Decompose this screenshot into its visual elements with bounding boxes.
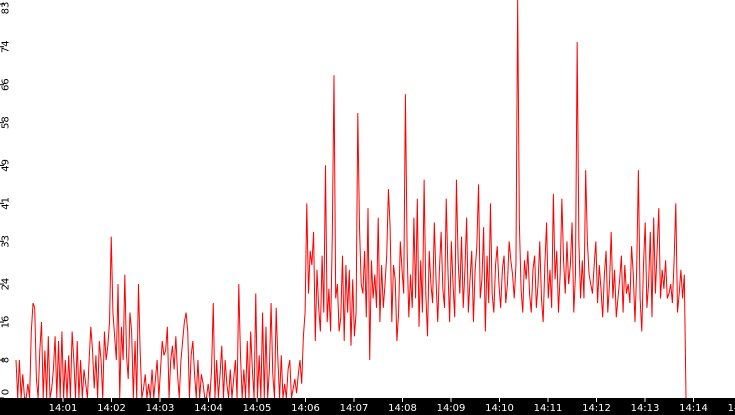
x-tick-label: 14:07 xyxy=(340,403,369,414)
x-axis-band xyxy=(0,398,735,415)
x-tick-label: 14:13 xyxy=(631,403,660,414)
x-tick-label: 14:10 xyxy=(485,403,514,414)
x-tick-label: 14:03 xyxy=(146,403,175,414)
y-tick-label: 33 xyxy=(1,235,12,248)
y-tick-label: 49 xyxy=(1,159,12,172)
x-tick-label: 14:06 xyxy=(291,403,320,414)
x-tick-label: 14:12 xyxy=(582,403,611,414)
x-tick-label: 14:14 xyxy=(679,403,708,414)
x-tick-label: 14:11 xyxy=(534,403,563,414)
y-tick-label: 83 xyxy=(1,2,12,15)
y-tick-label: 24 xyxy=(1,278,12,291)
y-tick-label: 8 xyxy=(1,357,12,363)
y-tick-label: 16 xyxy=(1,316,12,329)
y-tick-label: 74 xyxy=(1,40,12,53)
x-tick-label: 14:08 xyxy=(388,403,417,414)
series-layer xyxy=(15,0,687,399)
y-tick-label: 58 xyxy=(1,116,12,129)
x-tick-label: 14:04 xyxy=(194,403,223,414)
x-axis: 14:01 14:02 14:03 14:04 14:05 14:06 14:07 14:08… xyxy=(49,398,735,414)
x-tick-label: 14:02 xyxy=(97,403,126,414)
y-tick-label: 0 xyxy=(1,389,12,395)
x-tick-label: 14:09 xyxy=(437,403,466,414)
y-tick-label: 66 xyxy=(1,78,12,91)
y-axis: 0 8 16 24 33 41 49 58 66 74 83 xyxy=(0,2,12,399)
x-tick-label: 14:15 xyxy=(728,403,735,414)
x-tick-label: 14:01 xyxy=(49,403,78,414)
series-line xyxy=(15,0,687,399)
x-tick-label: 14:05 xyxy=(243,403,272,414)
y-tick-label: 41 xyxy=(1,197,12,210)
